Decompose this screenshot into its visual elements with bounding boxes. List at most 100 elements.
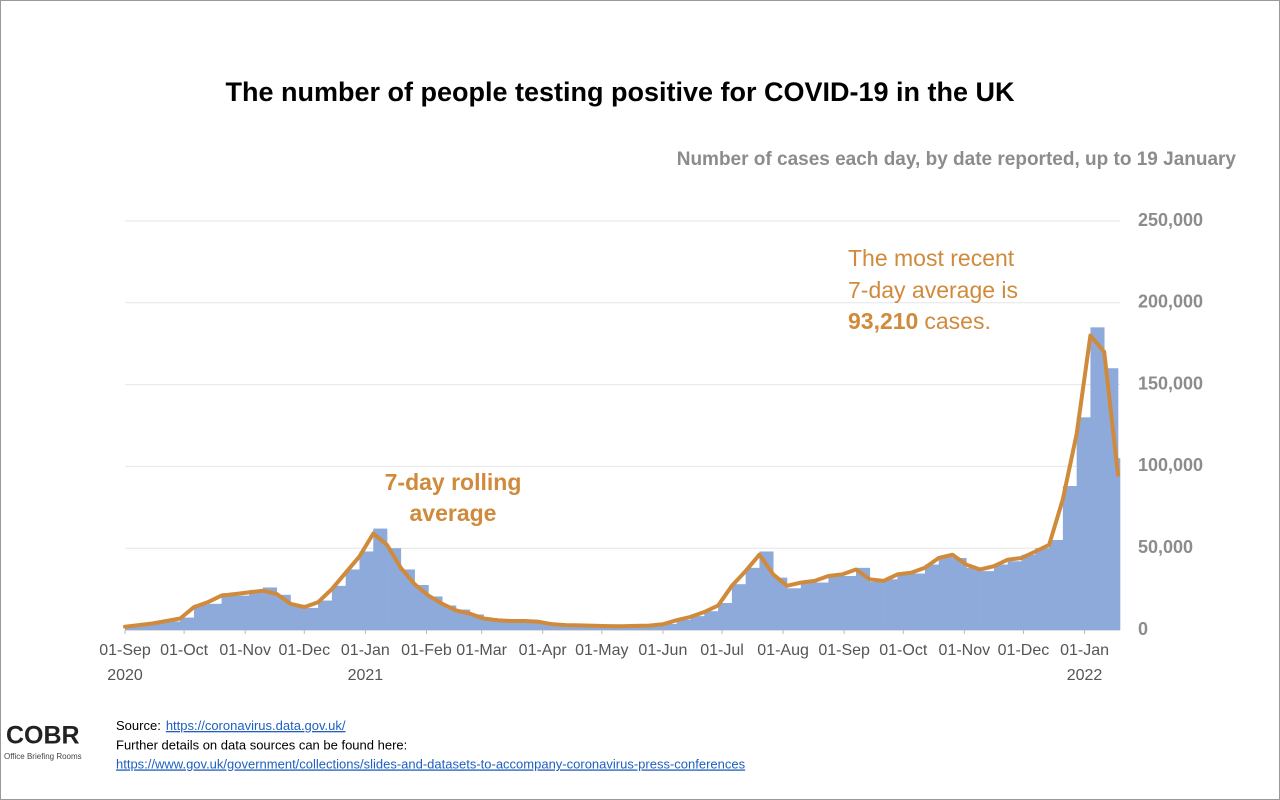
x-tick-label: 01-Mar (456, 642, 507, 659)
x-tick-label: 01-Oct (879, 642, 928, 659)
annotation: 93,210 cases. (848, 308, 991, 334)
bar (180, 617, 195, 630)
chart-title: The number of people testing positive fo… (225, 77, 1015, 107)
bar (373, 528, 388, 630)
bar (855, 567, 871, 630)
bar (1049, 540, 1064, 630)
bar (331, 585, 346, 630)
bar (911, 573, 926, 630)
bar (731, 584, 746, 630)
bar (304, 607, 319, 630)
x-tick-label: 01-Sep (818, 642, 870, 659)
bar (538, 622, 553, 630)
y-tick-label: 250,000 (1138, 210, 1203, 230)
annotation-value: 93,210 (848, 308, 918, 334)
bar (621, 626, 636, 630)
annotation-suffix: cases. (924, 308, 990, 334)
bar (580, 625, 595, 630)
bar (787, 588, 802, 630)
bar (635, 625, 650, 630)
bar (1035, 548, 1050, 630)
y-tick-label: 0 (1138, 619, 1148, 639)
source-label: Source: (116, 718, 161, 733)
rolling-average-line (123, 333, 1120, 629)
bar (828, 574, 843, 630)
x-tick-label: 01-Aug (757, 642, 809, 659)
plot: 0 50,000 100,000 150,000 200,000 250,000 01-Se… (99, 210, 1203, 684)
bar (511, 621, 526, 630)
bar (359, 551, 374, 630)
year-label: 2021 (348, 667, 384, 684)
x-tick-label: 01-Jan (1060, 642, 1109, 659)
bar (138, 624, 153, 630)
bar (883, 579, 898, 630)
x-tick-label: 01-Jul (700, 642, 744, 659)
bar (938, 556, 953, 630)
bar (993, 564, 1008, 630)
bar (814, 582, 829, 630)
bar (152, 622, 167, 630)
source-link[interactable]: https://coronavirus.data.gov.uk/ (166, 718, 346, 733)
x-tick-label: 01-Jun (638, 642, 687, 659)
bar (662, 623, 677, 630)
bar (552, 624, 567, 630)
bar (166, 621, 181, 630)
x-tick-label: 01-May (575, 642, 628, 659)
bar (566, 624, 581, 630)
bar (428, 596, 443, 630)
bar (345, 569, 360, 630)
x-tick-label: 01-Dec (998, 642, 1050, 659)
bar (221, 593, 236, 630)
bar (497, 620, 512, 630)
bar (414, 585, 429, 630)
bar (1062, 486, 1077, 630)
y-tick-label: 200,000 (1138, 292, 1203, 312)
x-tick-label: 01-Nov (219, 642, 271, 659)
annotation: average (410, 500, 497, 526)
x-tick-label: 01-Sep (99, 642, 151, 659)
chart-subtitle: Number of cases each day, by date report… (677, 149, 1237, 170)
details: Further details on data sources can be f… (116, 737, 407, 752)
bar (1021, 554, 1036, 630)
annotation: 7-day rolling (385, 469, 522, 495)
bar (924, 564, 940, 630)
bar (966, 567, 981, 630)
y-tick-label: 150,000 (1138, 373, 1203, 393)
annotation: The most recent (848, 245, 1015, 271)
bar (262, 587, 278, 630)
bar (318, 600, 333, 630)
bar (290, 604, 305, 630)
year-label: 2020 (107, 667, 143, 684)
bar (235, 595, 250, 630)
bar (1118, 458, 1121, 630)
bar (387, 548, 402, 630)
bar (745, 567, 760, 630)
bar (593, 625, 609, 630)
bar (842, 576, 857, 630)
y-tick-label: 100,000 (1138, 455, 1203, 475)
bar (773, 577, 788, 630)
bar (1007, 561, 1022, 630)
bar (442, 605, 457, 630)
bar (524, 620, 540, 630)
annotation: 7-day average is (848, 277, 1018, 303)
bar (676, 619, 691, 630)
bar (249, 589, 264, 630)
source: Source: https://coronavirus.data.gov.uk/ (116, 718, 346, 733)
year-label: 2022 (1067, 667, 1103, 684)
bar (690, 616, 705, 630)
bar (869, 581, 884, 630)
logo: COBR (6, 722, 80, 750)
bar (649, 625, 664, 630)
bar (125, 626, 140, 630)
x-tick-label: 01-Nov (939, 642, 991, 659)
bar (897, 572, 912, 630)
bar (1090, 327, 1105, 630)
details-link[interactable]: https://www.gov.uk/government/collection… (116, 756, 746, 771)
x-tick-label: 01-Apr (519, 642, 568, 659)
bar (207, 603, 222, 630)
bar (800, 580, 815, 630)
x-tick-label: 01-Oct (160, 642, 209, 659)
bar (483, 618, 498, 630)
